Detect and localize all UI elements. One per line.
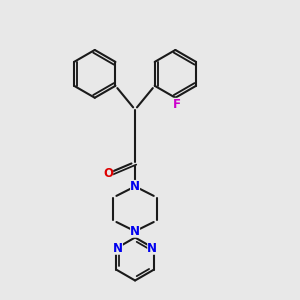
Text: N: N (113, 242, 123, 255)
Text: F: F (173, 98, 181, 111)
Text: N: N (130, 180, 140, 193)
Text: N: N (147, 242, 157, 255)
Text: O: O (103, 167, 113, 180)
Text: N: N (130, 225, 140, 238)
